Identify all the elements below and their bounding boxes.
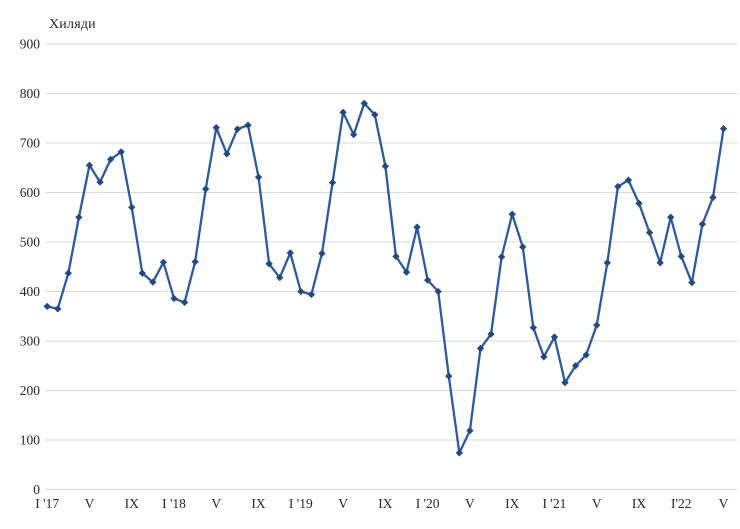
data-point-marker bbox=[571, 361, 580, 370]
data-point-marker bbox=[85, 161, 94, 170]
data-point-marker bbox=[106, 155, 115, 164]
data-point-marker bbox=[592, 321, 601, 329]
x-axis-tick-label: V bbox=[211, 496, 221, 511]
x-axis-tick-label: V bbox=[592, 496, 602, 511]
data-point-marker bbox=[138, 269, 147, 277]
x-axis-tick-label: IX bbox=[251, 496, 265, 511]
data-point-marker bbox=[159, 258, 168, 267]
data-point-marker bbox=[540, 353, 548, 361]
data-point-marker bbox=[666, 213, 675, 222]
data-point-marker bbox=[529, 323, 538, 332]
data-point-marker bbox=[43, 302, 51, 311]
x-axis-tick-label: V bbox=[719, 496, 729, 511]
data-point-marker bbox=[275, 273, 284, 282]
x-axis-tick-label: I '21 bbox=[543, 496, 567, 511]
data-point-marker bbox=[603, 259, 612, 267]
x-axis-tick-label: I'22 bbox=[671, 496, 691, 511]
data-point-marker bbox=[381, 162, 390, 171]
data-point-marker bbox=[328, 178, 337, 187]
data-point-marker bbox=[624, 176, 633, 184]
x-axis-tick-label: V bbox=[85, 496, 95, 511]
y-axis-tick-label: 400 bbox=[20, 284, 41, 299]
chart-unit-label: Хиляди bbox=[49, 17, 96, 32]
x-axis-tick-label: IX bbox=[632, 496, 646, 511]
data-point-marker bbox=[265, 260, 273, 268]
data-point-marker bbox=[117, 148, 125, 156]
y-axis-tick-label: 500 bbox=[20, 235, 41, 250]
data-point-marker bbox=[508, 210, 516, 219]
data-point-marker bbox=[64, 269, 73, 277]
data-point-marker bbox=[127, 203, 136, 212]
y-axis-tick-label: 200 bbox=[20, 383, 41, 398]
data-point-marker bbox=[170, 294, 178, 303]
x-axis-tick-label: V bbox=[338, 496, 348, 511]
data-point-marker bbox=[487, 330, 495, 338]
data-point-marker bbox=[402, 268, 411, 276]
data-point-marker bbox=[201, 185, 210, 193]
y-axis-tick-label: 300 bbox=[20, 334, 41, 349]
data-point-marker bbox=[149, 278, 157, 286]
data-point-marker bbox=[297, 287, 305, 296]
data-point-marker bbox=[645, 228, 654, 237]
data-point-marker bbox=[476, 344, 485, 353]
data-point-marker bbox=[719, 124, 728, 133]
x-axis-tick-label: I '20 bbox=[416, 496, 440, 511]
x-axis-tick-label: V bbox=[465, 496, 475, 511]
data-point-marker bbox=[75, 213, 83, 222]
data-point-marker bbox=[339, 108, 347, 117]
data-point-marker bbox=[244, 121, 252, 129]
data-point-marker bbox=[635, 199, 643, 208]
data-point-marker bbox=[54, 305, 62, 313]
x-axis-tick-label: I '19 bbox=[289, 496, 313, 511]
data-point-marker bbox=[423, 276, 432, 284]
data-point-marker bbox=[180, 298, 189, 307]
data-point-marker bbox=[561, 378, 569, 387]
y-axis-tick-label: 100 bbox=[20, 433, 41, 448]
x-axis-tick-label: I '18 bbox=[162, 496, 186, 511]
x-axis-tick-label: IX bbox=[505, 496, 519, 511]
data-point-marker bbox=[497, 253, 506, 261]
data-series-line bbox=[46, 102, 725, 455]
data-point-marker bbox=[223, 150, 231, 158]
x-axis-tick-label: IX bbox=[378, 496, 392, 511]
data-point-marker bbox=[677, 252, 686, 261]
data-point-marker bbox=[550, 333, 559, 341]
data-point-marker bbox=[349, 130, 358, 139]
data-point-marker bbox=[96, 178, 104, 186]
data-point-marker bbox=[371, 111, 379, 119]
data-point-marker bbox=[455, 449, 464, 457]
data-point-marker bbox=[191, 258, 199, 266]
data-point-marker bbox=[360, 99, 368, 108]
y-axis-tick-label: 600 bbox=[20, 185, 41, 200]
data-point-marker bbox=[413, 223, 421, 231]
data-point-marker bbox=[212, 123, 221, 132]
y-axis-tick-label: 800 bbox=[20, 86, 41, 101]
data-point-marker bbox=[582, 351, 590, 359]
data-point-marker bbox=[392, 252, 400, 261]
data-point-marker bbox=[233, 125, 242, 133]
x-axis-tick-label: I '17 bbox=[35, 496, 59, 511]
data-point-marker bbox=[318, 249, 326, 258]
data-point-marker bbox=[519, 243, 527, 251]
data-point-marker bbox=[688, 278, 696, 287]
data-point-marker bbox=[434, 287, 442, 296]
data-point-marker bbox=[656, 259, 664, 267]
data-point-marker bbox=[286, 249, 295, 257]
data-point-marker bbox=[614, 182, 622, 191]
y-axis-tick-label: 900 bbox=[20, 37, 41, 52]
y-axis-tick-label: 0 bbox=[33, 482, 40, 497]
data-point-marker bbox=[466, 426, 474, 435]
data-point-marker bbox=[709, 193, 717, 202]
data-point-marker bbox=[698, 220, 707, 228]
data-point-marker bbox=[254, 173, 263, 181]
data-point-marker bbox=[445, 372, 453, 380]
y-axis-tick-label: 700 bbox=[20, 136, 41, 151]
data-point-marker bbox=[307, 290, 316, 299]
x-axis-tick-label: IX bbox=[125, 496, 139, 511]
